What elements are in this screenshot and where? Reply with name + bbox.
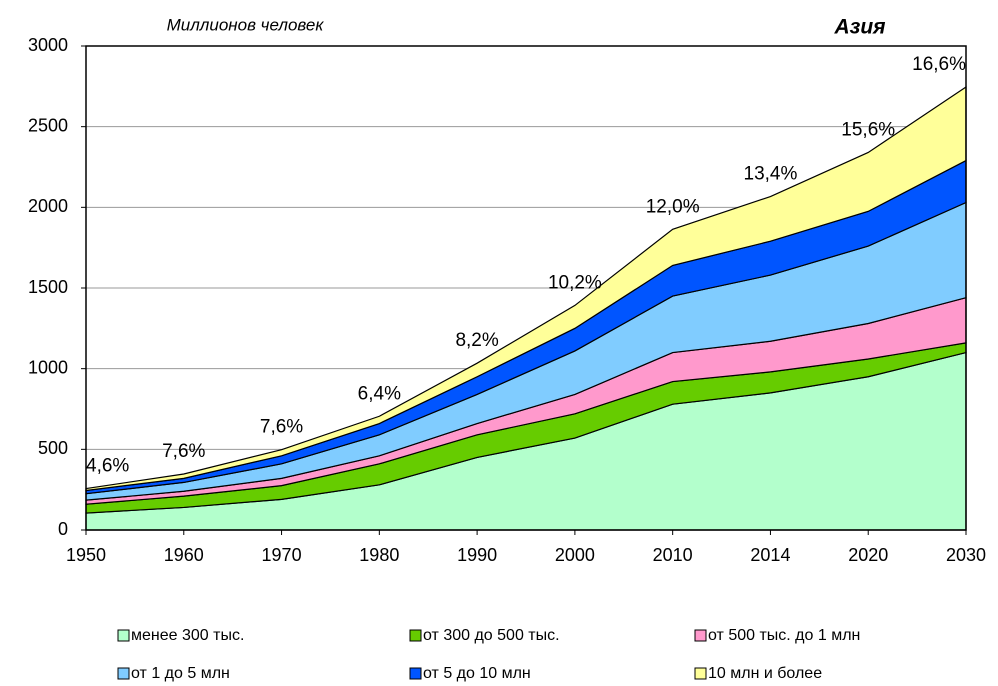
legend-label: от 300 до 500 тыс. (423, 627, 560, 644)
legend-swatch (117, 667, 130, 680)
x-tick-label: 1960 (164, 545, 204, 565)
share-label: 6,4% (358, 383, 401, 404)
share-label: 12,0% (646, 196, 700, 217)
x-tick-label: 2030 (946, 545, 986, 565)
share-label: 4,6% (86, 456, 129, 477)
y-axis-label: Миллионов человек (167, 15, 325, 34)
x-tick-label: 2010 (653, 545, 693, 565)
share-label: 7,6% (162, 441, 205, 462)
legend-swatch (409, 667, 422, 680)
y-tick-label: 2000 (28, 196, 68, 216)
x-tick-label: 1980 (359, 545, 399, 565)
x-tick-label: 2020 (848, 545, 888, 565)
share-label: 15,6% (841, 119, 895, 140)
legend-swatch (694, 629, 707, 642)
share-label: 8,2% (455, 330, 498, 351)
plot-border (85, 45, 967, 531)
legend-label: от 500 тыс. до 1 млн (708, 627, 860, 644)
share-label: 10,2% (548, 272, 602, 293)
x-tick-label: 2014 (750, 545, 790, 565)
x-tick-label: 1990 (457, 545, 497, 565)
y-tick-label: 1500 (28, 277, 68, 297)
share-label: 16,6% (912, 54, 966, 75)
chart-title: Азия (833, 16, 885, 39)
legend-label: 10 млн и более (708, 665, 822, 682)
y-tick-label: 0 (58, 519, 68, 539)
x-tick-label: 1970 (262, 545, 302, 565)
legend-swatch (409, 629, 422, 642)
y-tick-label: 500 (38, 438, 68, 458)
y-tick-label: 3000 (28, 35, 68, 55)
share-label: 7,6% (260, 417, 303, 438)
x-tick-label: 1950 (66, 545, 106, 565)
legend-label: менее 300 тыс. (131, 627, 244, 644)
legend-label: от 5 до 10 млн (423, 665, 531, 682)
legend-swatch (694, 667, 707, 680)
y-tick-label: 2500 (28, 115, 68, 135)
share-label: 13,4% (744, 164, 798, 185)
x-tick-label: 2000 (555, 545, 595, 565)
legend-label: от 1 до 5 млн (131, 665, 230, 682)
y-tick-label: 1000 (28, 357, 68, 377)
legend-swatch (117, 629, 130, 642)
